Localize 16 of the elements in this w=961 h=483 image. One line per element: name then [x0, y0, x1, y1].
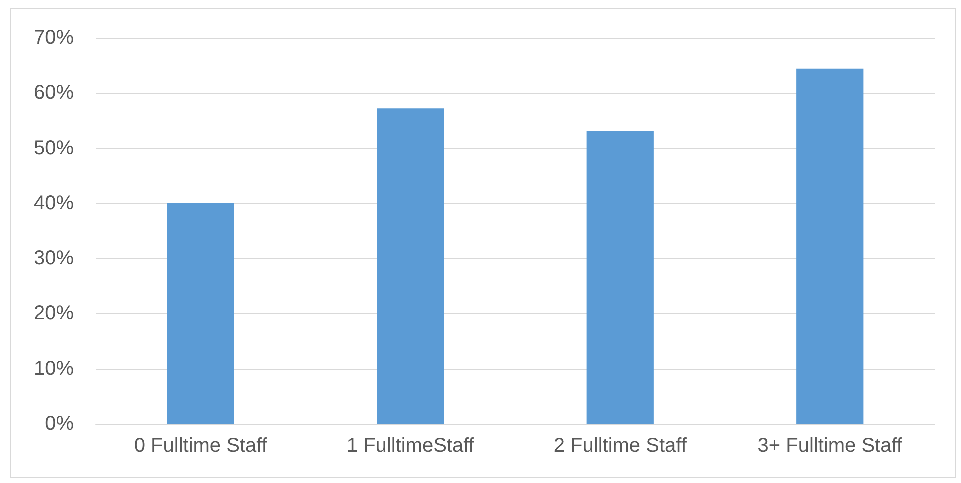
bar — [377, 108, 444, 424]
x-tick-label: 1 FulltimeStaff — [346, 435, 475, 457]
x-tick-label: 0 Fulltime Staff — [134, 435, 268, 457]
x-tick-label: 2 Fulltime Staff — [554, 435, 688, 457]
y-tick-label: 60% — [34, 82, 74, 104]
bar — [586, 131, 654, 424]
y-tick-label: 20% — [34, 302, 74, 325]
x-tick-label: 3+ Fulltime Staff — [758, 435, 903, 457]
bar — [796, 68, 864, 424]
y-tick-label: 50% — [34, 137, 74, 160]
y-tick-label: 70% — [34, 27, 74, 49]
y-tick-label: 40% — [34, 192, 74, 214]
y-tick-label: 10% — [34, 358, 74, 380]
bar — [167, 203, 234, 424]
y-tick-label: 0% — [45, 413, 74, 435]
y-tick-label: 30% — [34, 248, 74, 270]
